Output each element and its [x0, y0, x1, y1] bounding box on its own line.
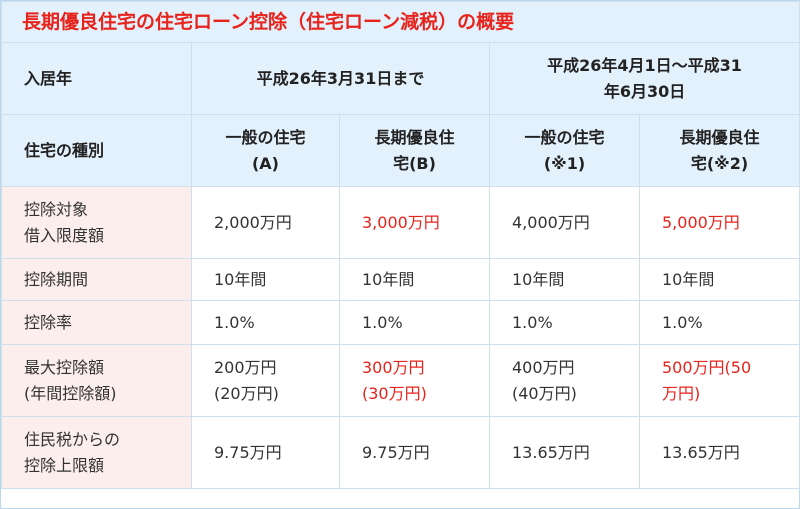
header-row-housing-type: 住宅の種別 一般の住宅 (A) 長期優良住 宅(B) 一般の住宅 (※1) 長期… — [1, 114, 800, 187]
table-cell: 2,000万円 — [191, 186, 340, 259]
header-label-housing-type: 住宅の種別 — [1, 114, 192, 187]
table-row: 最大控除額 (年間控除額) 200万円 (20万円) 300万円 (30万円) … — [1, 344, 800, 417]
table-cell: 4,000万円 — [489, 186, 640, 259]
table-cell-highlight: 500万円(50 万円) — [638, 344, 800, 417]
table-cell: 400万円 (40万円) — [489, 344, 640, 417]
row-label-deduction-period: 控除期間 — [1, 258, 192, 301]
table-cell: 1.0% — [191, 300, 340, 345]
header-general-housing-note1: 一般の住宅 (※1) — [489, 114, 640, 187]
row-label-deduction-rate: 控除率 — [1, 300, 192, 345]
row-label-borrowing-limit: 控除対象 借入限度額 — [1, 186, 192, 259]
table-cell: 10年間 — [191, 258, 340, 301]
table-cell: 9.75万円 — [339, 416, 490, 489]
table-cell: 1.0% — [489, 300, 640, 345]
header-long-term-quality-housing-b: 長期優良住 宅(B) — [339, 114, 490, 187]
row-label-max-deduction: 最大控除額 (年間控除額) — [1, 344, 192, 417]
table-cell: 10年間 — [339, 258, 490, 301]
header-period-until-2014-03-31: 平成26年3月31日まで — [191, 42, 490, 115]
table-cell: 9.75万円 — [191, 416, 340, 489]
header-long-term-quality-housing-note2: 長期優良住 宅(※2) — [638, 114, 800, 187]
table-row: 控除率 1.0% 1.0% 1.0% 1.0% — [1, 300, 800, 345]
header-period-2014-04-01-to-2019-06-30: 平成26年4月1日～平成31 年6月30日 — [488, 42, 800, 115]
table-cell-highlight: 300万円 (30万円) — [339, 344, 490, 417]
table-cell: 200万円 (20万円) — [191, 344, 340, 417]
table-title: 長期優良住宅の住宅ローン控除（住宅ローン減税）の概要 — [0, 1, 800, 43]
table-title-row: 長期優良住宅の住宅ローン控除（住宅ローン減税）の概要 — [0, 1, 800, 43]
table-row: 住民税からの 控除上限額 9.75万円 9.75万円 13.65万円 13.65… — [1, 416, 800, 489]
table-cell: 10年間 — [638, 258, 800, 301]
table-row: 控除対象 借入限度額 2,000万円 3,000万円 4,000万円 5,000… — [1, 186, 800, 259]
loan-deduction-table: 長期優良住宅の住宅ローン控除（住宅ローン減税）の概要 入居年 平成26年3月31… — [0, 1, 800, 489]
row-label-resident-tax-limit: 住民税からの 控除上限額 — [1, 416, 192, 489]
table-cell: 1.0% — [638, 300, 800, 345]
table-cell: 10年間 — [489, 258, 640, 301]
header-label-move-in-year: 入居年 — [1, 42, 192, 115]
table-cell: 1.0% — [339, 300, 490, 345]
header-general-housing-a: 一般の住宅 (A) — [191, 114, 340, 187]
header-row-move-in-year: 入居年 平成26年3月31日まで 平成26年4月1日～平成31 年6月30日 — [1, 42, 800, 115]
table-cell-highlight: 3,000万円 — [339, 186, 490, 259]
table-cell: 13.65万円 — [489, 416, 640, 489]
table-row: 控除期間 10年間 10年間 10年間 10年間 — [1, 258, 800, 301]
table-cell-highlight: 5,000万円 — [638, 186, 800, 259]
table-cell: 13.65万円 — [638, 416, 800, 489]
